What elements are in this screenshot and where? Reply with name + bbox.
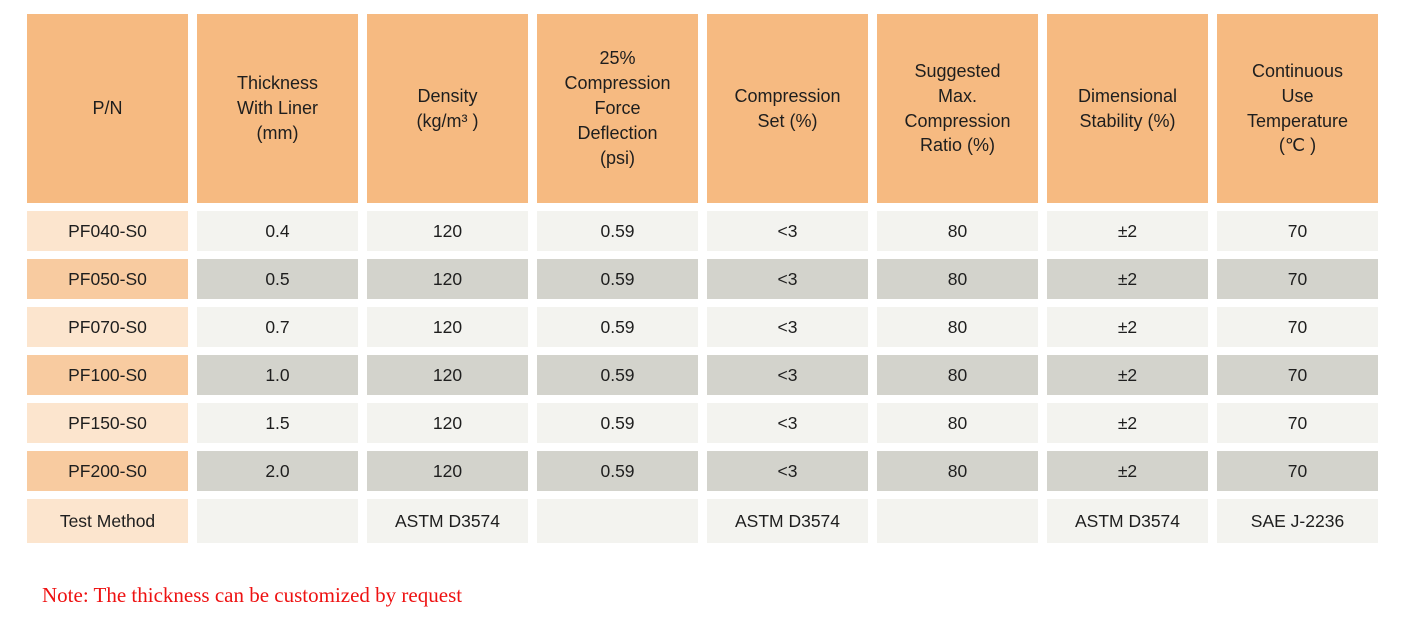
value-cell: <3 xyxy=(707,259,868,299)
value-cell: 70 xyxy=(1217,403,1378,443)
column-header-dimensional-stability: Dimensional Stability (%) xyxy=(1047,14,1208,203)
pn-cell: PF050-S0 xyxy=(27,259,188,299)
value-cell: 1.5 xyxy=(197,403,358,443)
value-cell: 0.4 xyxy=(197,211,358,251)
value-cell: ASTM D3574 xyxy=(1047,499,1208,543)
pn-cell: PF070-S0 xyxy=(27,307,188,347)
value-cell: 70 xyxy=(1217,451,1378,491)
table-row: PF050-S0 0.5 120 0.59 <3 80 ±2 70 xyxy=(27,259,1378,299)
value-cell: 0.59 xyxy=(537,403,698,443)
pn-cell: PF040-S0 xyxy=(27,211,188,251)
header-row: P/N Thickness With Liner (mm) Density (k… xyxy=(27,14,1378,203)
value-cell: ±2 xyxy=(1047,403,1208,443)
column-header-compression-force-deflection: 25% Compression Force Deflection (psi) xyxy=(537,14,698,203)
pn-cell: PF150-S0 xyxy=(27,403,188,443)
value-cell: 120 xyxy=(367,211,528,251)
value-cell: ±2 xyxy=(1047,355,1208,395)
column-header-compression-set: Compression Set (%) xyxy=(707,14,868,203)
value-cell: 120 xyxy=(367,259,528,299)
table-row: PF070-S0 0.7 120 0.59 <3 80 ±2 70 xyxy=(27,307,1378,347)
value-cell xyxy=(537,499,698,543)
value-cell: ±2 xyxy=(1047,451,1208,491)
column-header-density: Density (kg/m³ ) xyxy=(367,14,528,203)
value-cell: 80 xyxy=(877,307,1038,347)
table-row: PF040-S0 0.4 120 0.59 <3 80 ±2 70 xyxy=(27,211,1378,251)
column-header-max-compression-ratio: Suggested Max. Compression Ratio (%) xyxy=(877,14,1038,203)
value-cell: SAE J-2236 xyxy=(1217,499,1378,543)
value-cell: 70 xyxy=(1217,355,1378,395)
value-cell: 0.5 xyxy=(197,259,358,299)
value-cell: ASTM D3574 xyxy=(707,499,868,543)
value-cell: 70 xyxy=(1217,211,1378,251)
value-cell: 120 xyxy=(367,355,528,395)
value-cell: 80 xyxy=(877,403,1038,443)
value-cell: 80 xyxy=(877,355,1038,395)
value-cell xyxy=(877,499,1038,543)
value-cell: 80 xyxy=(877,211,1038,251)
value-cell: ASTM D3574 xyxy=(367,499,528,543)
table-row: PF150-S0 1.5 120 0.59 <3 80 ±2 70 xyxy=(27,403,1378,443)
column-header-continuous-use-temperature: Continuous Use Temperature (℃ ) xyxy=(1217,14,1378,203)
spec-table-header: P/N Thickness With Liner (mm) Density (k… xyxy=(27,14,1378,203)
table-row: PF200-S0 2.0 120 0.59 <3 80 ±2 70 xyxy=(27,451,1378,491)
column-header-thickness: Thickness With Liner (mm) xyxy=(197,14,358,203)
value-cell: 120 xyxy=(367,451,528,491)
value-cell: 0.59 xyxy=(537,355,698,395)
spec-table-body: PF040-S0 0.4 120 0.59 <3 80 ±2 70 PF050-S0 0.5 120… xyxy=(27,211,1378,543)
value-cell: 120 xyxy=(367,307,528,347)
value-cell: 0.59 xyxy=(537,211,698,251)
column-header-pn: P/N xyxy=(27,14,188,203)
test-method-label-cell: Test Method xyxy=(27,499,188,543)
value-cell: ±2 xyxy=(1047,211,1208,251)
value-cell: <3 xyxy=(707,355,868,395)
value-cell: 80 xyxy=(877,259,1038,299)
value-cell: 70 xyxy=(1217,259,1378,299)
value-cell: 0.59 xyxy=(537,307,698,347)
pn-cell: PF100-S0 xyxy=(27,355,188,395)
value-cell: <3 xyxy=(707,211,868,251)
value-cell: 0.7 xyxy=(197,307,358,347)
note-text: Note: The thickness can be customized by… xyxy=(42,583,463,607)
value-cell: 2.0 xyxy=(197,451,358,491)
value-cell: <3 xyxy=(707,307,868,347)
value-cell: <3 xyxy=(707,451,868,491)
spec-table: P/N Thickness With Liner (mm) Density (k… xyxy=(18,6,1387,551)
value-cell: 120 xyxy=(367,403,528,443)
pn-cell: PF200-S0 xyxy=(27,451,188,491)
value-cell: 0.59 xyxy=(537,259,698,299)
value-cell: ±2 xyxy=(1047,307,1208,347)
value-cell: 0.59 xyxy=(537,451,698,491)
value-cell: ±2 xyxy=(1047,259,1208,299)
test-method-row: Test Method ASTM D3574 ASTM D3574 ASTM D357… xyxy=(27,499,1378,543)
value-cell: 70 xyxy=(1217,307,1378,347)
value-cell: <3 xyxy=(707,403,868,443)
value-cell: 80 xyxy=(877,451,1038,491)
value-cell xyxy=(197,499,358,543)
table-row: PF100-S0 1.0 120 0.59 <3 80 ±2 70 xyxy=(27,355,1378,395)
value-cell: 1.0 xyxy=(197,355,358,395)
